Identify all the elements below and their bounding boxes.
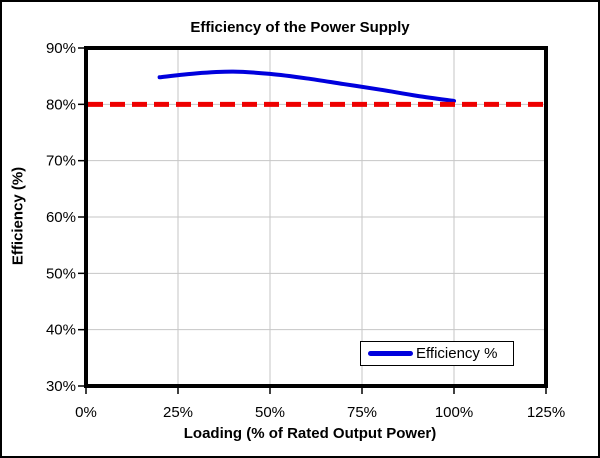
y-tick-label: 90% <box>46 40 76 57</box>
legend: Efficiency % <box>360 341 514 366</box>
efficiency-curve <box>157 69 456 103</box>
x-tick-label: 50% <box>255 404 285 421</box>
legend-label: Efficiency % <box>416 345 498 362</box>
chart-title: Efficiency of the Power Supply <box>190 19 410 36</box>
y-tick-label: 60% <box>46 209 76 226</box>
x-tick-label: 25% <box>163 404 193 421</box>
legend-line-sample <box>368 351 413 356</box>
y-tick-label: 80% <box>46 96 76 113</box>
y-tick-label: 30% <box>46 378 76 395</box>
y-tick-label: 40% <box>46 322 76 339</box>
x-tick-label: 100% <box>435 404 473 421</box>
x-tick-label: 0% <box>75 404 97 421</box>
x-axis-title: Loading (% of Rated Output Power) <box>183 425 437 442</box>
y-tick-label: 70% <box>46 153 76 170</box>
x-tick-label: 75% <box>347 404 377 421</box>
plot-border <box>84 46 548 388</box>
x-tick-label: 125% <box>527 404 565 421</box>
y-tick-label: 50% <box>46 265 76 282</box>
